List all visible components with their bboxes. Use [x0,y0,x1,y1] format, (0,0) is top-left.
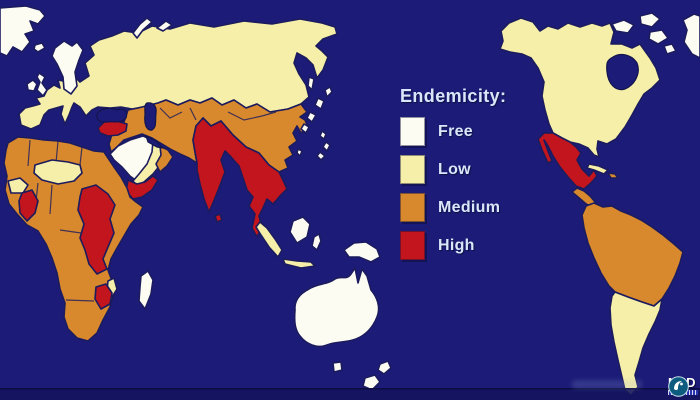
region-sri-lanka [214,213,223,223]
region-tasmania [332,361,343,373]
region-great-britain [36,72,48,97]
region-mexico [537,132,598,190]
region-oman [155,145,174,173]
legend-title: Endemicity: [400,86,507,106]
region-eastafrica [77,184,116,275]
bottom-band [0,389,700,400]
legend-row: Free [400,117,506,146]
niid-logo-icon [668,376,689,397]
region-sahel-patch [33,159,83,185]
region-sumatra [255,221,283,258]
black-sea [96,107,128,123]
legend-label: Free [438,122,473,140]
region-japan [300,86,333,134]
legend: Endemicity: Free Low Medium High [400,86,506,269]
region-sulawesi [311,233,322,251]
region-java [282,258,316,269]
region-westafrica-coast-patch [7,177,29,194]
legend-swatch [400,155,425,184]
region-south-america-south [609,291,663,397]
legend-swatch [400,117,425,146]
legend-label: Medium [438,198,501,216]
region-westafrica-high-patch [18,189,39,222]
legend-items: Free Low Medium High [400,117,506,260]
region-new-guinea [343,241,381,263]
region-scandinavia [51,40,84,95]
region-novaya-zemlya [132,17,173,39]
legend-swatch [400,231,425,260]
region-borneo [289,216,311,244]
legend-swatch [400,193,425,222]
legend-row: High [400,231,506,260]
region-taiwan [296,148,303,157]
region-greenland-west [0,5,46,57]
region-india-seasia [192,117,288,238]
region-iceland [33,42,46,53]
hudson-bay [606,53,639,91]
watermark-smudge [572,380,642,389]
region-south-america-north [581,202,684,307]
region-hispaniola [607,172,619,179]
niid-logo: NIID [668,376,698,397]
legend-row: Medium [400,193,506,222]
region-madagascar [138,270,154,310]
region-greenland-east [682,13,700,59]
legend-label: Low [438,160,471,178]
region-north-america [499,17,661,158]
bottom-band-line [0,388,700,390]
region-cuba [586,163,609,175]
region-philippines [316,130,331,161]
region-zimbabwe-patch [94,283,113,310]
region-canadian-arctic-islands [611,12,677,55]
legend-label: High [438,236,475,254]
legend-row: Low [400,155,506,184]
asia-country-borders [159,107,277,121]
africa-country-borders [27,139,95,302]
region-ireland [26,79,38,92]
region-australia [293,267,380,348]
caspian-sea [144,102,157,131]
region-sakhalin [307,76,315,91]
region-new-zealand [362,360,392,391]
persian-gulf [144,134,165,149]
